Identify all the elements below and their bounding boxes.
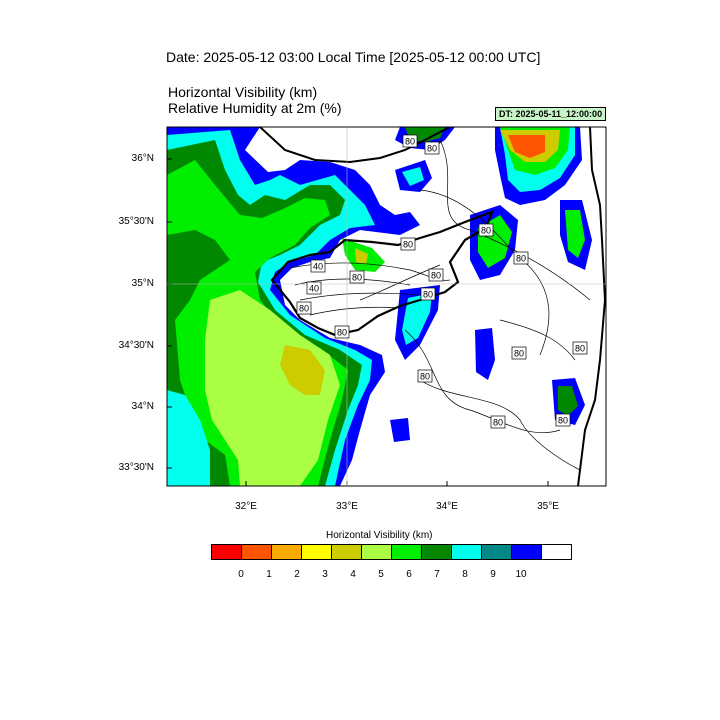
contour-label-box — [402, 134, 418, 148]
contour-label: 80 — [514, 349, 524, 359]
contour-label-box — [400, 237, 416, 251]
vis-8-region-north-blob — [402, 167, 424, 186]
legend-tick-label: 1 — [266, 569, 272, 580]
legend-tick-label: 10 — [515, 569, 527, 580]
contour-label: 40 — [309, 284, 319, 294]
legend-color-box — [451, 544, 482, 560]
plot-frame — [166, 126, 607, 487]
legend-color-box — [331, 544, 362, 560]
contour-label-box — [428, 268, 444, 282]
vis-9-region-south-blob — [475, 328, 495, 380]
vis-6-region-east-2 — [565, 210, 585, 258]
contour-label: 80 — [420, 372, 430, 382]
legend-tick-label: 0 — [238, 569, 244, 580]
contour-label: 80 — [423, 290, 433, 300]
levant-coastline — [577, 127, 606, 486]
legend-color-box — [511, 544, 542, 560]
contour-label: 80 — [575, 344, 585, 354]
contour-label-box — [490, 415, 506, 429]
legend-color-box — [271, 544, 302, 560]
contour-label-box — [513, 251, 529, 265]
contour-label: 40 — [313, 262, 323, 272]
contour-label: 80 — [337, 328, 347, 338]
lat-label-34-30n: 34°30'N — [118, 340, 154, 351]
legend-color-box — [481, 544, 512, 560]
contour-label: 80 — [403, 240, 413, 250]
legend-tick-label: 6 — [406, 569, 412, 580]
vis-low-region-northeast — [508, 135, 545, 158]
vis-5-region-west — [205, 290, 340, 486]
legend-tick-label: 2 — [294, 569, 300, 580]
lon-label-33e: 33°E — [336, 501, 358, 512]
legend-color-box — [391, 544, 422, 560]
contour-label: 80 — [481, 226, 491, 236]
contour-label-box — [424, 141, 440, 155]
contour-label-box — [417, 369, 433, 383]
contour-label: 80 — [405, 137, 415, 147]
lat-label-35-30n: 35°30'N — [118, 216, 154, 227]
vis-9-region-south-blob-2 — [390, 418, 410, 442]
legend-tick-label: 8 — [462, 569, 468, 580]
vis-7-region-southeast — [558, 386, 578, 416]
contour-label-box — [310, 259, 326, 273]
vis-8-region-southwest — [167, 390, 210, 486]
contour-label-box — [572, 341, 588, 355]
vis-4-region-west — [280, 345, 325, 395]
field-title-visibility: Horizontal Visibility (km) — [168, 84, 318, 100]
lon-label-34e: 34°E — [436, 501, 458, 512]
lat-label-34n: 34°N — [131, 401, 154, 412]
contour-label-box — [420, 287, 436, 301]
legend-color-box — [301, 544, 332, 560]
vis-4-region-cyprus-north — [355, 248, 368, 264]
date-title: Date: 2025-05-12 03:00 Local Time [2025-… — [166, 49, 541, 65]
vis-8-region-south-coast — [402, 293, 432, 345]
contour-label-box — [334, 325, 350, 339]
map-fields — [167, 127, 606, 486]
contour-label-box — [555, 413, 571, 427]
lat-label-36n: 36°N — [131, 153, 154, 164]
lon-label-35e: 35°E — [537, 501, 559, 512]
contour-label: 80 — [516, 254, 526, 264]
legend-tick-label: 5 — [378, 569, 384, 580]
contour-label: 80 — [431, 271, 441, 281]
legend-title: Horizontal Visibility (km) — [326, 530, 433, 541]
legend-tick-label: 3 — [322, 569, 328, 580]
legend-tick-label: 7 — [434, 569, 440, 580]
legend-tick-label: 4 — [350, 569, 356, 580]
contour-label-box — [306, 281, 322, 295]
lat-label-33-30n: 33°30'N — [118, 462, 154, 473]
contour-label: 80 — [493, 418, 503, 428]
contour-label-box — [349, 270, 365, 284]
legend-colorbar — [211, 544, 572, 560]
contour-label: 80 — [352, 273, 362, 283]
field-title-humidity: Relative Humidity at 2m (%) — [168, 100, 342, 116]
legend-color-box — [361, 544, 392, 560]
contour-label-box — [511, 346, 527, 360]
legend-color-box — [211, 544, 242, 560]
turkey-coastline — [259, 127, 451, 164]
contour-label: 80 — [558, 416, 568, 426]
contour-label: 80 — [299, 304, 309, 314]
legend-tick-label: 9 — [490, 569, 496, 580]
lat-label-35n: 35°N — [131, 278, 154, 289]
lon-label-32e: 32°E — [235, 501, 257, 512]
contour-label: 80 — [427, 144, 437, 154]
legend-color-box — [421, 544, 452, 560]
contour-label-box — [478, 223, 494, 237]
legend-color-box — [541, 544, 572, 560]
init-time-badge: DT: 2025-05-11_12:00:00 — [495, 107, 607, 121]
legend-color-box — [241, 544, 272, 560]
contour-label-box — [296, 301, 312, 315]
